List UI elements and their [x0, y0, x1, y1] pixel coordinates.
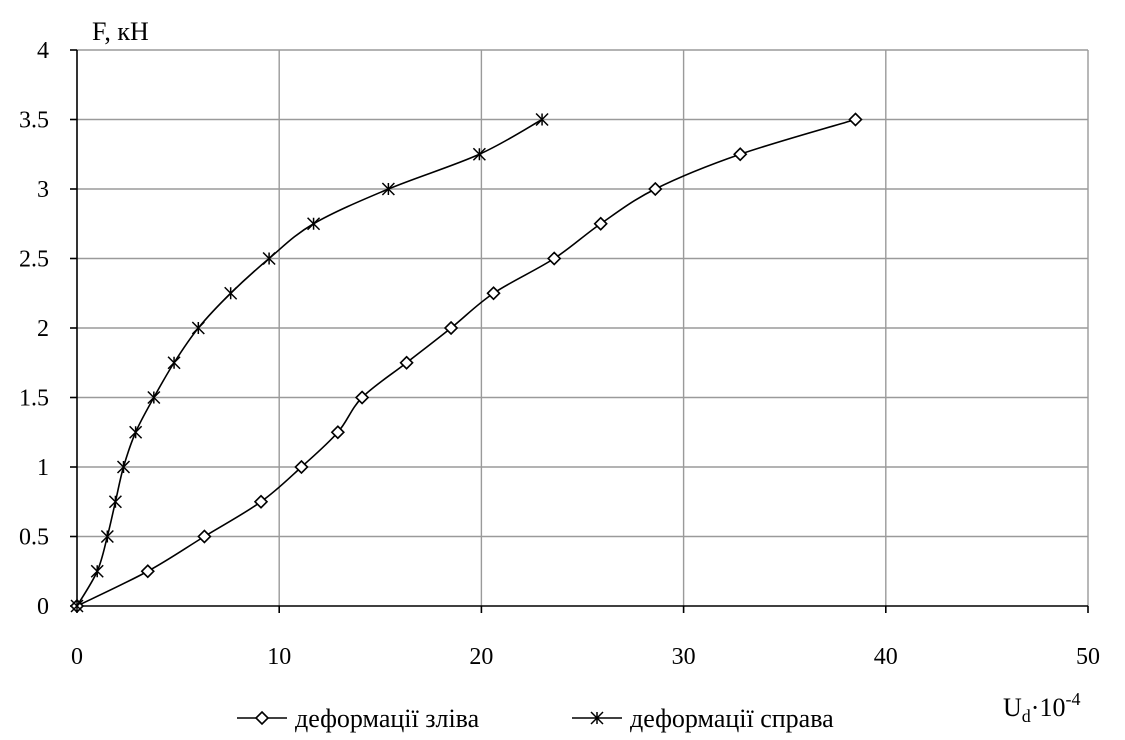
data-point-series-2 — [129, 425, 143, 439]
x-tick-label: 50 — [1076, 644, 1100, 670]
data-point-series-2 — [535, 112, 549, 127]
data-point-series-1 — [294, 459, 309, 475]
y-tick-label: 4 — [37, 38, 49, 64]
axes — [70, 49, 1089, 613]
data-point-series-1 — [848, 112, 863, 127]
data-point-series-2 — [147, 390, 161, 405]
data-point-series-1 — [330, 425, 345, 440]
x-tick-label: 30 — [672, 644, 696, 670]
data-point-series-2 — [224, 286, 238, 300]
series-line-1 — [76, 118, 856, 607]
data-point-series-2 — [70, 599, 84, 613]
y-tick-label: 2.5 — [19, 247, 49, 273]
legend-marker — [590, 711, 604, 725]
data-point-series-1 — [443, 320, 459, 336]
data-point-series-2 — [307, 217, 321, 231]
x-axis-title-mid: ·10 — [1031, 693, 1066, 722]
y-tick-label: 3.5 — [19, 108, 49, 134]
x-tick-label: 40 — [874, 644, 898, 670]
x-axis-title-sub: d — [1022, 706, 1031, 726]
data-point-series-1 — [593, 216, 608, 231]
data-point-series-1 — [486, 286, 501, 301]
y-tick-label: 1.5 — [19, 386, 49, 412]
y-axis-title: F, кН — [92, 17, 149, 46]
legend: деформації зліва деформації справа — [237, 704, 834, 733]
data-point-series-1 — [733, 147, 748, 162]
legend-label: деформації зліва — [295, 704, 480, 733]
tick-labels: 0 10 20 30 40 50 0 0.5 1 1.5 2 2.5 3 3.5 4 — [19, 38, 1100, 670]
y-tick-label: 2 — [37, 316, 49, 342]
legend-item-2: деформації справа — [572, 704, 834, 733]
x-axis-title-sup: -4 — [1065, 689, 1080, 709]
legend-item-1: деформації зліва — [237, 704, 480, 733]
data-point-series-2 — [100, 529, 114, 544]
grid — [77, 49, 1089, 606]
data-point-series-2 — [167, 356, 181, 370]
data-point-series-1 — [354, 390, 370, 405]
legend-marker — [254, 710, 270, 726]
data-point-series-1 — [253, 494, 269, 509]
y-tick-label: 1 — [37, 455, 49, 481]
series-layer — [69, 112, 863, 614]
legend-label: деформації справа — [630, 704, 834, 733]
data-point-series-2 — [108, 495, 122, 509]
x-tick-label: 20 — [469, 644, 493, 670]
data-point-series-1 — [547, 251, 562, 266]
y-tick-label: 0.5 — [19, 525, 49, 551]
data-point-series-1 — [399, 355, 414, 370]
x-tick-label: 10 — [267, 644, 291, 670]
y-tick-label: 0 — [37, 594, 49, 620]
data-point-series-2 — [90, 564, 104, 578]
data-point-series-2 — [191, 321, 205, 335]
x-tick-label: 0 — [71, 644, 83, 670]
data-point-series-1 — [140, 564, 155, 579]
data-point-series-2 — [381, 182, 395, 196]
data-point-series-2 — [472, 147, 486, 161]
data-point-series-1 — [648, 181, 663, 197]
x-axis-title-main: U — [1003, 693, 1022, 722]
y-tick-label: 3 — [37, 177, 49, 203]
x-axis-title: Ud·10-4 — [1003, 689, 1080, 726]
data-point-series-2 — [116, 460, 131, 474]
data-point-series-1 — [197, 529, 212, 544]
series-line-2 — [76, 118, 543, 607]
data-point-series-2 — [262, 251, 276, 266]
